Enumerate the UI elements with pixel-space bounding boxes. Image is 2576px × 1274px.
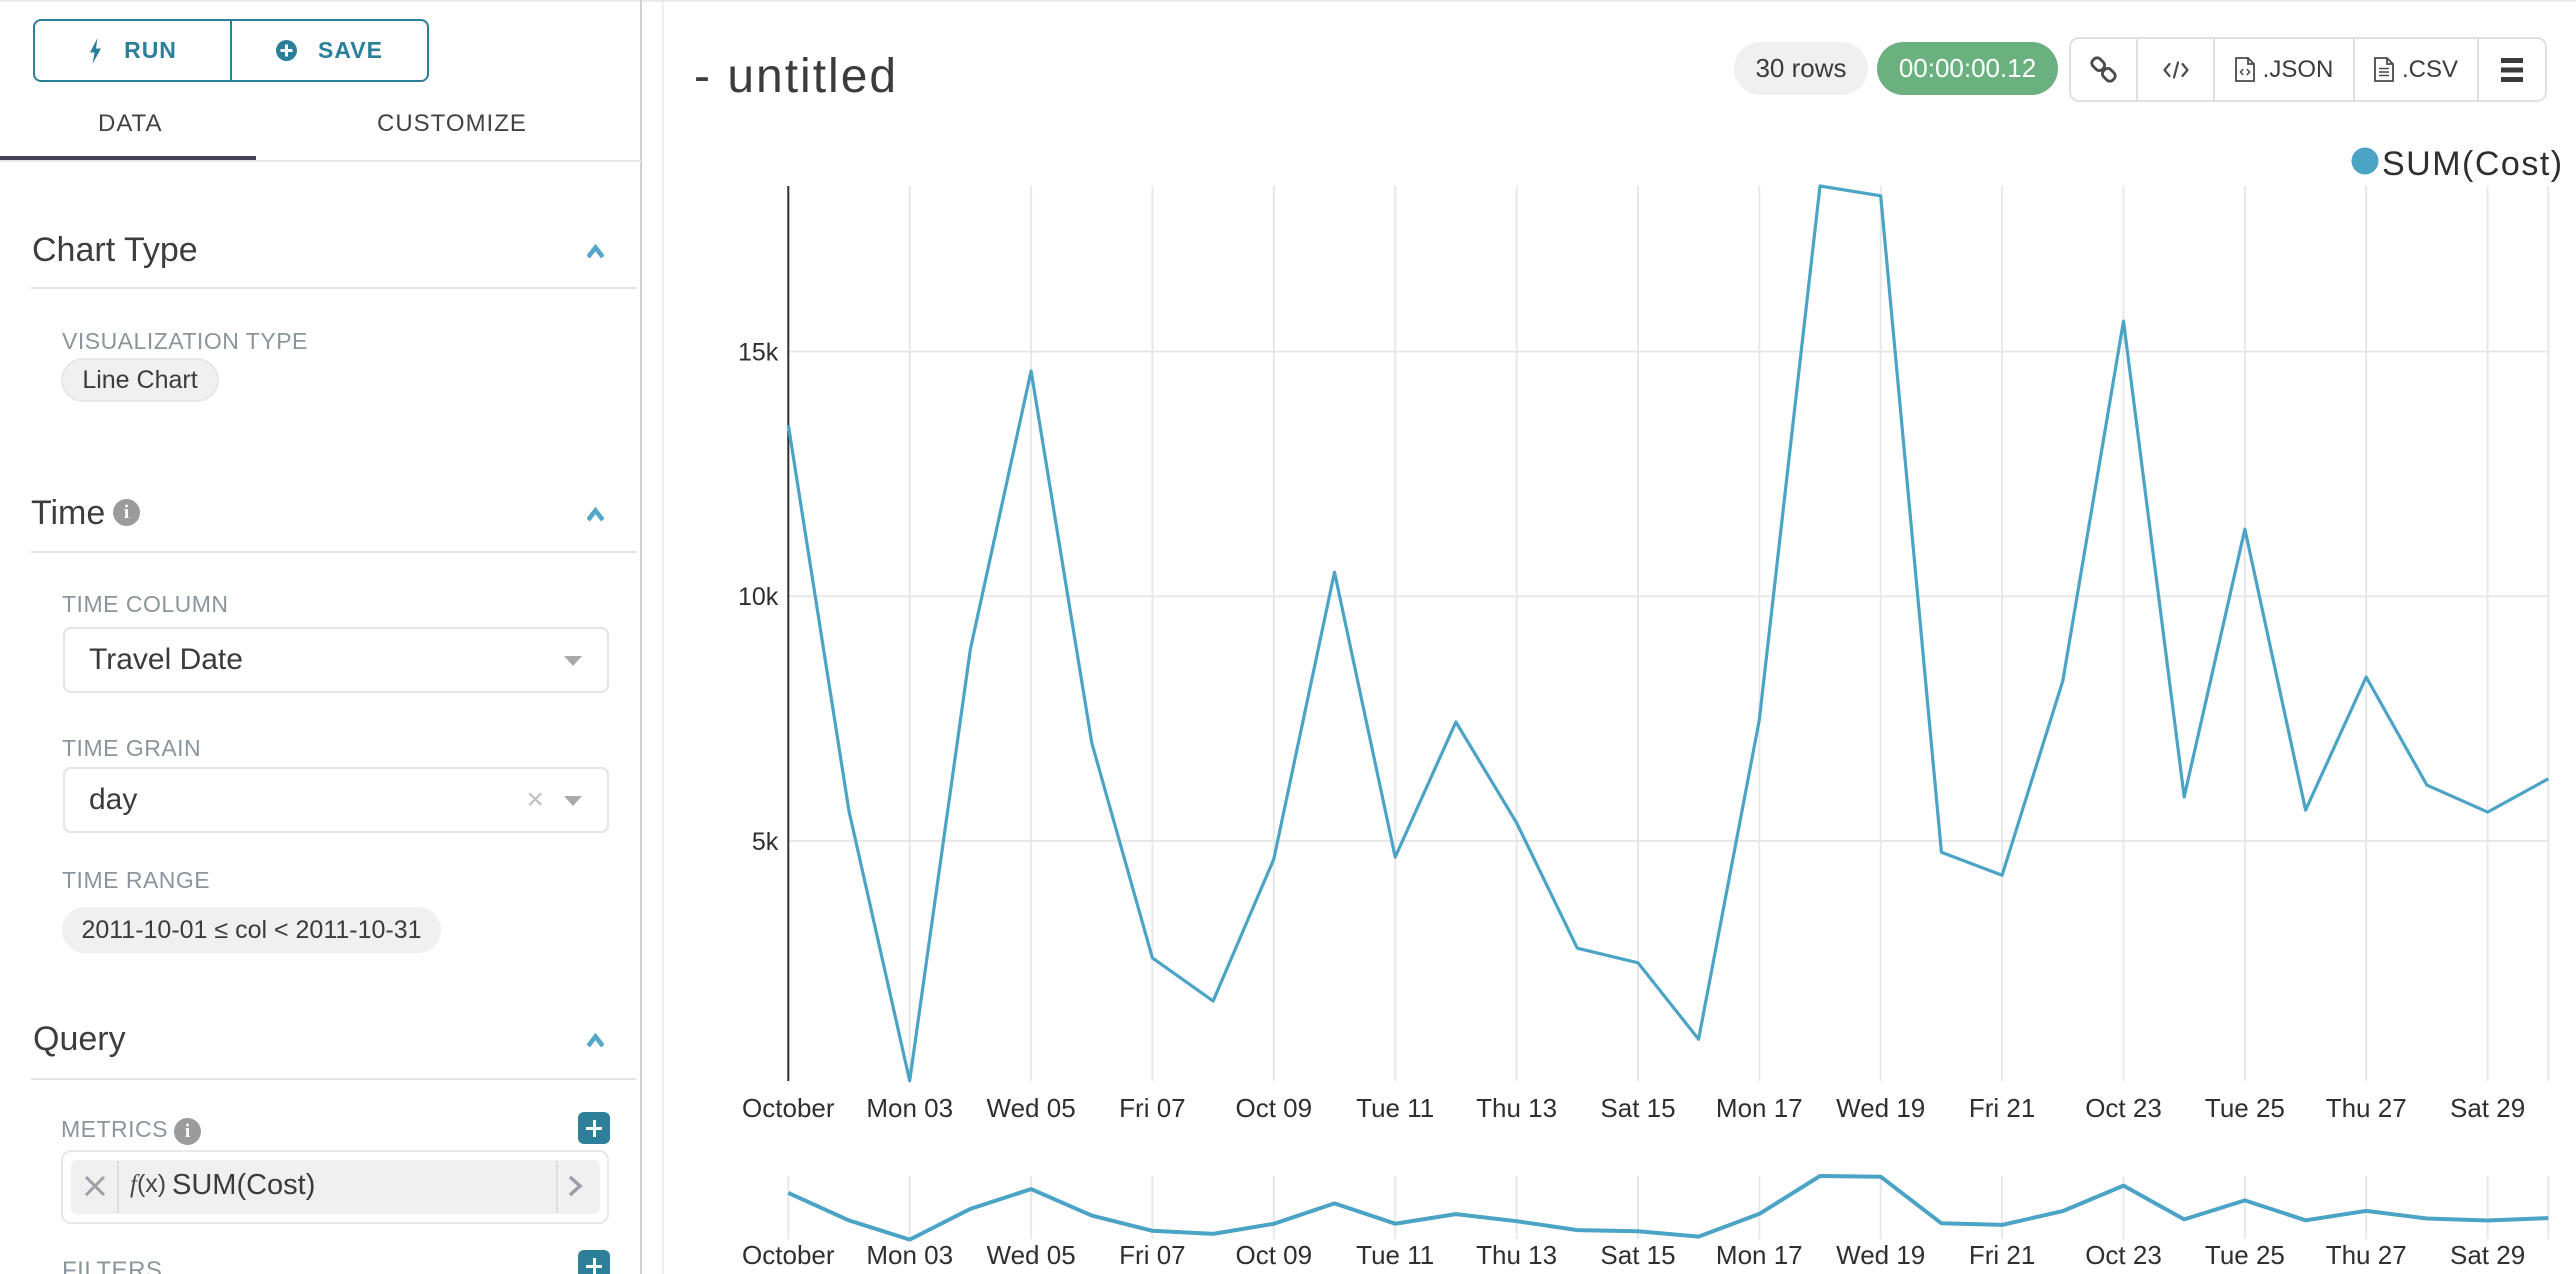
svg-text:Wed 05: Wed 05 bbox=[987, 1093, 1076, 1123]
svg-text:5k: 5k bbox=[752, 828, 779, 856]
svg-text:Wed 19: Wed 19 bbox=[1836, 1093, 1925, 1123]
svg-text:Sat 29: Sat 29 bbox=[2450, 1240, 2525, 1270]
svg-text:Tue 25: Tue 25 bbox=[2205, 1240, 2285, 1270]
svg-text:Thu 13: Thu 13 bbox=[1476, 1240, 1557, 1270]
svg-text:Fri 07: Fri 07 bbox=[1119, 1093, 1185, 1123]
svg-text:15k: 15k bbox=[738, 339, 779, 367]
svg-text:Mon 03: Mon 03 bbox=[866, 1240, 953, 1270]
svg-text:Fri 07: Fri 07 bbox=[1119, 1240, 1185, 1270]
svg-text:Mon 17: Mon 17 bbox=[1716, 1240, 1803, 1270]
svg-text:Oct 09: Oct 09 bbox=[1236, 1093, 1313, 1123]
svg-text:Mon 17: Mon 17 bbox=[1716, 1093, 1803, 1123]
svg-text:Oct 09: Oct 09 bbox=[1236, 1240, 1313, 1270]
svg-text:Sat 15: Sat 15 bbox=[1600, 1240, 1675, 1270]
svg-text:Sat 29: Sat 29 bbox=[2450, 1093, 2525, 1123]
svg-text:Fri 21: Fri 21 bbox=[1969, 1240, 2035, 1270]
svg-text:Thu 27: Thu 27 bbox=[2326, 1240, 2407, 1270]
svg-text:Sat 15: Sat 15 bbox=[1600, 1093, 1675, 1123]
svg-text:SUM(Cost): SUM(Cost) bbox=[2382, 145, 2564, 183]
svg-text:Tue 11: Tue 11 bbox=[1356, 1093, 1434, 1123]
svg-text:October: October bbox=[742, 1240, 835, 1270]
svg-text:Oct 23: Oct 23 bbox=[2085, 1240, 2162, 1270]
svg-text:Tue 11: Tue 11 bbox=[1356, 1240, 1434, 1270]
svg-text:Tue 25: Tue 25 bbox=[2205, 1093, 2285, 1123]
svg-text:Thu 27: Thu 27 bbox=[2326, 1093, 2407, 1123]
svg-text:Mon 03: Mon 03 bbox=[866, 1093, 953, 1123]
svg-text:Fri 21: Fri 21 bbox=[1969, 1093, 2035, 1123]
svg-text:Oct 23: Oct 23 bbox=[2085, 1093, 2162, 1123]
svg-text:Wed 05: Wed 05 bbox=[987, 1240, 1076, 1270]
svg-text:October: October bbox=[742, 1093, 835, 1123]
svg-text:Wed 19: Wed 19 bbox=[1836, 1240, 1925, 1270]
svg-text:10k: 10k bbox=[738, 583, 779, 611]
svg-text:Thu 13: Thu 13 bbox=[1476, 1093, 1557, 1123]
